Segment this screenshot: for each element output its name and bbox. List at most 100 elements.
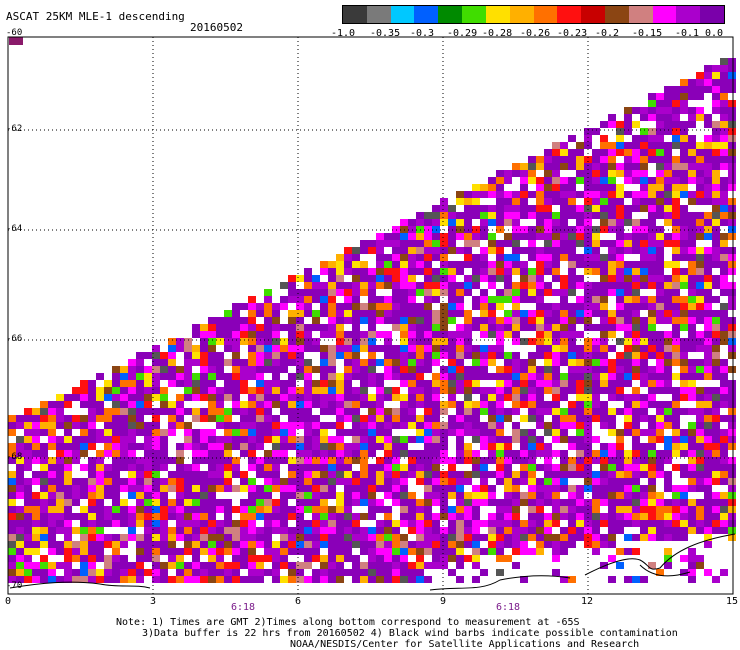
data-cell (376, 443, 384, 450)
data-cell (40, 401, 48, 408)
data-cell (688, 380, 696, 387)
data-cell (592, 366, 600, 373)
data-cell (440, 254, 448, 261)
data-cell (616, 149, 624, 156)
data-cell (592, 408, 600, 415)
data-cell (504, 177, 512, 184)
data-cell (352, 562, 360, 569)
data-cell (312, 457, 320, 464)
data-cell (680, 436, 688, 443)
data-cell (648, 457, 656, 464)
data-cell (600, 499, 608, 506)
data-cell (120, 408, 128, 415)
data-cell (680, 569, 688, 576)
data-cell (616, 282, 624, 289)
data-cell (616, 513, 624, 520)
data-cell (160, 394, 168, 401)
data-cell (528, 366, 536, 373)
data-cell (288, 394, 296, 401)
data-cell (328, 359, 336, 366)
data-cell (448, 205, 456, 212)
data-cell (640, 142, 648, 149)
data-cell (328, 576, 336, 583)
data-cell (400, 219, 408, 226)
data-cell (664, 345, 672, 352)
data-cell (440, 261, 448, 268)
data-cell (432, 478, 440, 485)
data-cell (440, 555, 448, 562)
data-cell (648, 93, 656, 100)
data-cell (120, 485, 128, 492)
data-cell (408, 436, 416, 443)
data-cell (584, 352, 592, 359)
data-cell (528, 527, 536, 534)
data-cell (720, 436, 728, 443)
data-cell (552, 156, 560, 163)
data-cell (336, 401, 344, 408)
data-cell (432, 205, 440, 212)
data-cell (32, 415, 40, 422)
data-cell (104, 541, 112, 548)
data-cell (544, 408, 552, 415)
data-cell (664, 114, 672, 121)
data-cell (232, 338, 240, 345)
data-cell (408, 282, 416, 289)
data-cell (256, 457, 264, 464)
data-cell (648, 254, 656, 261)
data-cell (576, 177, 584, 184)
data-cell (616, 212, 624, 219)
data-cell (504, 513, 512, 520)
data-cell (184, 345, 192, 352)
data-cell (464, 317, 472, 324)
data-cell (656, 527, 664, 534)
data-cell (592, 289, 600, 296)
data-cell (608, 527, 616, 534)
data-cell (120, 443, 128, 450)
data-cell (256, 338, 264, 345)
data-cell (608, 394, 616, 401)
data-cell (688, 359, 696, 366)
data-cell (616, 205, 624, 212)
data-cell (392, 275, 400, 282)
data-cell (440, 247, 448, 254)
data-cell (592, 303, 600, 310)
data-cell (480, 359, 488, 366)
data-cell (152, 569, 160, 576)
data-cell (560, 499, 568, 506)
data-cell (328, 331, 336, 338)
data-cell (432, 359, 440, 366)
data-cell (640, 240, 648, 247)
data-cell (232, 576, 240, 583)
data-cell (680, 156, 688, 163)
data-cell (464, 408, 472, 415)
data-cell (240, 436, 248, 443)
data-cell (328, 310, 336, 317)
data-cell (488, 324, 496, 331)
data-cell (320, 401, 328, 408)
data-cell (504, 296, 512, 303)
data-cell (504, 359, 512, 366)
data-cell (480, 191, 488, 198)
data-cell (728, 107, 736, 114)
data-cell (544, 513, 552, 520)
data-cell (640, 247, 648, 254)
data-cell (272, 541, 280, 548)
data-cell (424, 331, 432, 338)
data-cell (432, 373, 440, 380)
data-cell (704, 219, 712, 226)
data-cell (296, 534, 304, 541)
data-cell (552, 478, 560, 485)
data-cell (648, 128, 656, 135)
data-cell (8, 569, 16, 576)
data-cell (416, 541, 424, 548)
data-cell (624, 506, 632, 513)
data-cell (320, 506, 328, 513)
data-cell (672, 233, 680, 240)
data-cell (368, 450, 376, 457)
data-cell (696, 387, 704, 394)
data-cell (576, 380, 584, 387)
data-cell (544, 373, 552, 380)
data-cell (448, 478, 456, 485)
data-cell (456, 436, 464, 443)
data-cell (616, 527, 624, 534)
